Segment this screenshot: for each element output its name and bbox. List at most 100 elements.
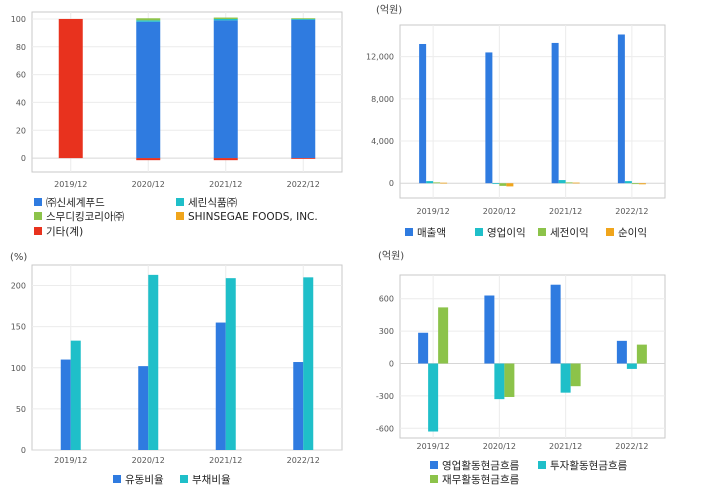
x-tick-label: 2021/12: [549, 442, 582, 451]
x-tick-label: 2022/12: [287, 180, 320, 189]
bar: [136, 158, 161, 161]
legend-swatch: [606, 228, 614, 236]
bar: [560, 363, 571, 393]
bar: [440, 182, 448, 184]
bar: [136, 18, 161, 21]
y-tick-label: -300: [376, 392, 394, 401]
plot-frame: [31, 264, 343, 451]
legend-swatch: [538, 461, 546, 469]
chart-3: 0 50 100 150 200 (%) 2019/12 2020/12 2021/12 2022…: [10, 252, 343, 486]
bar: [616, 340, 627, 364]
x-tick-label: 2021/12: [549, 207, 582, 216]
bar: [506, 183, 514, 187]
legend-swatch: [180, 475, 188, 483]
legend-swatch: [475, 228, 483, 236]
bar: [291, 158, 316, 159]
legend-swatch: [34, 212, 42, 220]
y-tick-label: 150: [11, 323, 26, 332]
bar: [418, 332, 429, 364]
y-tick-label: 0: [21, 154, 26, 163]
bar: [213, 17, 238, 19]
bar: [213, 18, 238, 21]
bar: [419, 43, 427, 184]
legend-label: 영업활동현금흐름: [442, 459, 520, 472]
y-tick-label: 12,000: [366, 53, 394, 62]
bar: [428, 363, 439, 432]
bar: [624, 181, 632, 184]
bar: [225, 278, 236, 450]
legend-swatch: [430, 461, 438, 469]
bar: [638, 183, 646, 185]
legend-swatch: [113, 475, 121, 483]
x-tick-label: 2020/12: [483, 442, 516, 451]
x-tick-label: 2021/12: [209, 180, 242, 189]
legend-label: 순이익: [618, 227, 647, 239]
bar: [626, 363, 637, 369]
legend-swatch: [34, 198, 42, 206]
unit-label: (억원): [376, 4, 402, 16]
bar: [494, 363, 505, 400]
bar: [492, 183, 500, 185]
x-tick-label: 2019/12: [417, 207, 450, 216]
legend-label: 스무디킹코리아㈜: [46, 210, 125, 223]
unit-label: (억원): [378, 250, 404, 262]
legend-swatch: [176, 212, 184, 220]
legend-swatch: [538, 228, 546, 236]
bar: [636, 344, 647, 364]
bar: [484, 295, 495, 364]
bar: [70, 340, 81, 450]
legend-label: 세린식품㈜: [188, 196, 238, 209]
legend-label: 투자활동현금흐름: [550, 459, 628, 472]
legend-label: 영업이익: [487, 226, 526, 239]
x-tick-label: 2020/12: [483, 207, 516, 216]
x-tick-label: 2022/12: [287, 456, 320, 465]
legend-swatch: [405, 228, 413, 236]
x-tick-label: 2019/12: [54, 180, 87, 189]
bar: [291, 19, 316, 159]
bar: [550, 284, 561, 364]
bar: [433, 182, 441, 184]
y-tick-label: 4,000: [371, 137, 394, 146]
legend-label: ㈜신세계푸드: [46, 196, 105, 209]
legend-label: 세전이익: [550, 227, 589, 239]
legend-label: SHINSEGAE FOODS, INC.: [188, 211, 318, 223]
x-tick-label: 2020/12: [132, 180, 165, 189]
y-tick-label: 100: [11, 364, 26, 373]
bar: [58, 18, 83, 159]
bar: [572, 182, 580, 184]
bar: [138, 366, 149, 450]
y-tick-label: 0: [389, 179, 394, 188]
bar: [504, 363, 515, 397]
y-tick-label: 200: [11, 282, 26, 291]
bar: [570, 363, 581, 387]
bar: [438, 307, 449, 364]
legend-label: 유동비율: [125, 474, 164, 486]
legend-label: 기타(계): [46, 226, 83, 238]
y-tick-label: 20: [16, 126, 26, 135]
bar: [499, 183, 507, 186]
bar: [617, 34, 625, 184]
legend-swatch: [176, 198, 184, 206]
legend-swatch: [430, 475, 438, 483]
x-tick-label: 2021/12: [209, 456, 242, 465]
bar: [148, 274, 159, 450]
legend-label: 부채비율: [192, 474, 231, 486]
x-tick-label: 2019/12: [54, 456, 87, 465]
y-tick-label: 40: [16, 98, 26, 107]
x-tick-label: 2022/12: [615, 442, 648, 451]
y-tick-label: 0: [389, 360, 394, 369]
x-tick-label: 2019/12: [417, 442, 450, 451]
bar: [426, 181, 434, 184]
legend-label: 재무활동현금흐름: [442, 473, 520, 486]
bar: [60, 359, 71, 450]
y-tick-label: 50: [16, 405, 26, 414]
x-tick-label: 2020/12: [132, 456, 165, 465]
bar: [485, 52, 493, 184]
y-tick-label: 60: [16, 71, 26, 80]
chart-1: 0 20 40 60 80 100 2019/12 2020/12 2021/12 2022/12…: [11, 11, 343, 238]
legend-label: 매출액: [417, 227, 446, 239]
bar: [213, 20, 238, 159]
bar: [136, 20, 161, 22]
chart-2: 0 4,000 8,000 12,000 (억원) 2019/12 2020/12 2021/…: [366, 4, 666, 239]
